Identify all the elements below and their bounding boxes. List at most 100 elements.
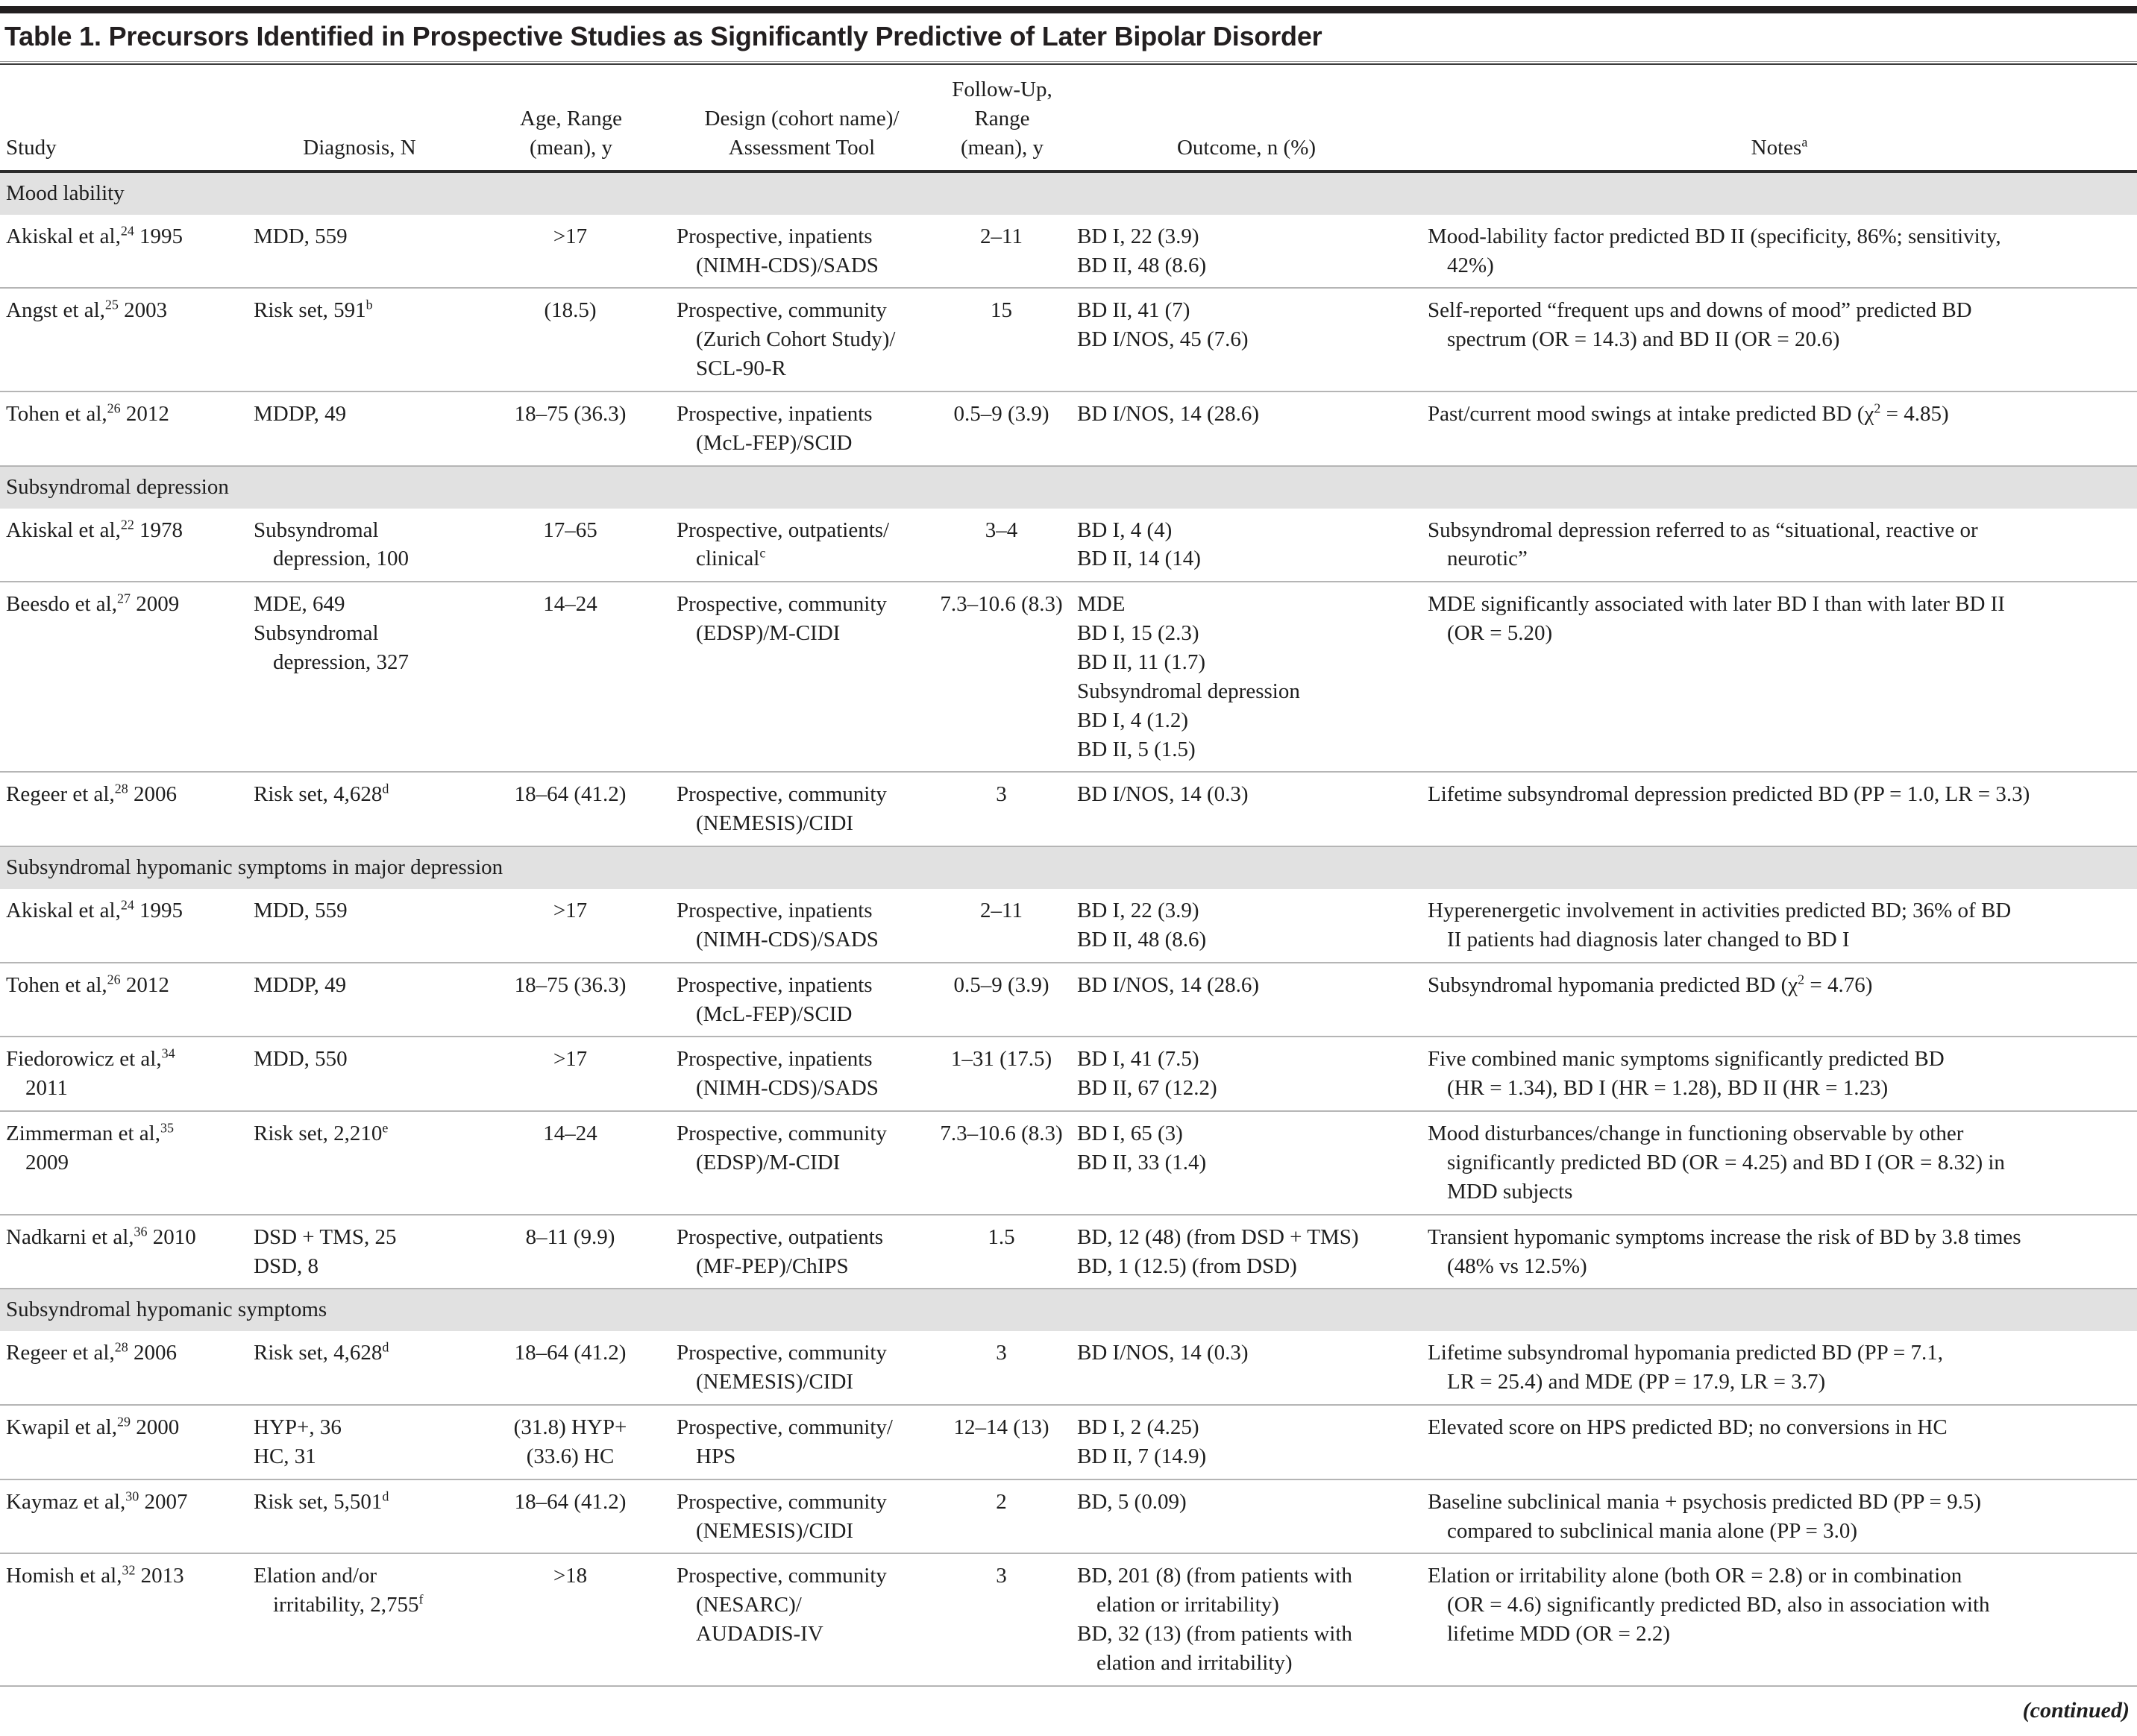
cell-line-group: Prospective, community (EDSP)/M-CIDI (677, 1122, 887, 1175)
cell-line-group: Prospective, inpatients (McL-FEP)/SCID (677, 401, 873, 455)
cell-notes: Self-reported “frequent ups and downs of… (1422, 287, 2137, 391)
cell-diagnosis: MDD, 550 (248, 1036, 471, 1112)
table-title: Table 1. Precursors Identified in Prospe… (4, 21, 1322, 51)
cell-line-group: BD I/NOS, 45 (7.6) (1077, 327, 1249, 352)
cell-line-group: 3 (996, 1341, 1007, 1365)
cell-line-group: BD, 12 (48) (from DSD + TMS) (1077, 1224, 1359, 1249)
cell-line-group: 0.5–9 (3.9) (953, 972, 1049, 997)
cell-study: Beesdo et al,27 2009 (0, 581, 248, 773)
cell-age: 18–75 (36.3) (471, 961, 671, 1037)
cell-notes: Hyperenergetic involvement in activities… (1422, 889, 2137, 963)
cell-study: Akiskal et al,24 1995 (0, 889, 248, 963)
cell-design: Prospective, inpatients (NIMH-CDS)/SADS (671, 1036, 933, 1112)
cell-outcome: BD I/NOS, 14 (0.3) (1071, 1331, 1422, 1405)
table-row: Homish et al,32 2013 Elation and/or irrit… (0, 1553, 2137, 1685)
cell-line-group: Elation and/or irritability, 2,755f (254, 1564, 424, 1617)
continued-label: (continued) (2022, 1697, 2130, 1723)
table-row: Beesdo et al,27 2009 MDE, 649 Subsyndromal… (0, 581, 2137, 773)
cell-line-group: Prospective, community (NEMESIS)/CIDI (677, 1489, 887, 1543)
cell-line-group: Prospective, community (NEMESIS)/CIDI (677, 782, 887, 836)
cell-followup: 0.5–9 (3.9) (933, 961, 1071, 1037)
cell-line-group: Tohen et al,26 2012 (6, 400, 169, 426)
cell-followup: 3–4 (933, 509, 1071, 582)
cell-line-group: Elation or irritability alone (both OR =… (1428, 1564, 1990, 1647)
cell-followup: 12–14 (13) (933, 1404, 1071, 1479)
precursors-table: Study Diagnosis, N Age, Range (mean), y … (0, 66, 2137, 1685)
cell-line-group: Subsyndromal hypomania predicted BD (χ2 … (1428, 972, 1873, 997)
cell-line-group: 14–24 (543, 1122, 597, 1146)
column-header-study: Study (0, 66, 248, 173)
cell-line-group: BD II, 48 (8.6) (1077, 927, 1207, 952)
cell-line-group: Tohen et al,26 2012 (6, 972, 169, 997)
cell-line-group: Prospective, inpatients (NIMH-CDS)/SADS (677, 899, 879, 952)
cell-line-group: Lifetime subsyndromal hypomania predicte… (1428, 1341, 1944, 1394)
cell-line-group: >17 (553, 899, 588, 922)
cell-line-group: (18.5) (544, 298, 597, 323)
column-header-diagnosis: Diagnosis, N (248, 66, 471, 173)
section-row: Subsyndromal depression (0, 465, 2137, 509)
cell-line-group: Prospective, community/ HPS (677, 1415, 893, 1468)
cell-line-group: BD II, 33 (1.4) (1077, 1151, 1207, 1175)
cell-followup: 3 (933, 1553, 1071, 1685)
cell-followup: 2–11 (933, 215, 1071, 289)
cell-line-group: BD I, 15 (2.3) (1077, 621, 1199, 646)
cell-followup: 1.5 (933, 1213, 1071, 1289)
cell-line-group: Self-reported “frequent ups and downs of… (1428, 298, 1972, 352)
cell-study: Nadkarni et al,36 2010 (0, 1213, 248, 1289)
cell-design: Prospective, outpatients (MF-PEP)/ChIPS (671, 1213, 933, 1289)
cell-line-group: MDD, 559 (254, 224, 348, 248)
cell-design: Prospective, community (NEMESIS)/CIDI (671, 1331, 933, 1405)
cell-notes: Mood disturbances/change in functioning … (1422, 1110, 2137, 1215)
cell-study: Regeer et al,28 2006 (0, 771, 248, 847)
column-header-notes: Notesa (1422, 66, 2137, 173)
cell-line-group: Subsyndromal depression, 327 (254, 621, 409, 674)
cell-line-group: Baseline subclinical mania + psychosis p… (1428, 1489, 1982, 1543)
table-row: Regeer et al,28 2006 Risk set, 4,628d 18–6… (0, 771, 2137, 847)
cell-study: Homish et al,32 2013 (0, 1553, 248, 1685)
cell-line-group: BD I, 22 (3.9) (1077, 899, 1199, 922)
header-row: Study Diagnosis, N Age, Range (mean), y … (0, 66, 2137, 173)
cell-diagnosis: Risk set, 2,210e (248, 1110, 471, 1215)
cell-age: 17–65 (471, 509, 671, 582)
cell-diagnosis: Risk set, 591b (248, 287, 471, 391)
cell-line-group: DSD + TMS, 25 (254, 1224, 397, 1249)
cell-notes: Subsyndromal depression referred to as “… (1422, 509, 2137, 582)
cell-outcome: BD I/NOS, 14 (28.6) (1071, 961, 1422, 1037)
cell-line-group: 0.5–9 (3.9) (953, 401, 1049, 426)
cell-line-group: BD II, 67 (12.2) (1077, 1076, 1217, 1101)
cell-line-group: (33.6) HC (526, 1444, 615, 1468)
cell-line-group: Lifetime subsyndromal depression predict… (1428, 782, 2030, 807)
cell-outcome: BD, 12 (48) (from DSD + TMS) BD, 1 (12.5)… (1071, 1213, 1422, 1289)
cell-line-group: 3–4 (985, 518, 1018, 542)
cell-age: 8–11 (9.9) (471, 1213, 671, 1289)
section-label: Mood lability (0, 171, 2137, 215)
cell-line-group: Akiskal et al,24 1995 (6, 223, 183, 248)
cell-followup: 3 (933, 771, 1071, 847)
cell-design: Prospective, inpatients (NIMH-CDS)/SADS (671, 889, 933, 963)
cell-line-group: 18–64 (41.2) (514, 782, 627, 807)
cell-line-group: 2–11 (980, 899, 1023, 922)
cell-line-group: Prospective, inpatients (McL-FEP)/SCID (677, 972, 873, 1026)
section-row: Subsyndromal hypomanic symptoms in major… (0, 846, 2137, 889)
cell-line-group: Subsyndromal depression referred to as “… (1428, 518, 1978, 571)
cell-study: Tohen et al,26 2012 (0, 961, 248, 1037)
cell-line-group: 18–75 (36.3) (514, 401, 627, 426)
cell-line-group: BD II, 48 (8.6) (1077, 253, 1207, 277)
cell-line-group: MDDP, 49 (254, 972, 347, 997)
cell-line-group: Prospective, inpatients (NIMH-CDS)/SADS (677, 1047, 879, 1101)
cell-notes: Transient hypomanic symptoms increase th… (1422, 1213, 2137, 1289)
cell-line-group: Homish et al,32 2013 (6, 1562, 184, 1588)
cell-diagnosis: Subsyndromal depression, 100 (248, 509, 471, 582)
cell-line-group: MDE (1077, 592, 1126, 617)
cell-notes: Mood-lability factor predicted BD II (sp… (1422, 215, 2137, 289)
table-row: Regeer et al,28 2006 Risk set, 4,628d 18–6… (0, 1331, 2137, 1405)
table-body: Mood lability Akiskal et al,24 1995 MDD, 5… (0, 171, 2137, 1685)
cell-outcome: BD I, 41 (7.5) BD II, 67 (12.2) (1071, 1036, 1422, 1112)
cell-line-group: Hyperenergetic involvement in activities… (1428, 899, 2012, 952)
cell-study: Akiskal et al,22 1978 (0, 509, 248, 582)
cell-line-group: BD I, 2 (4.25) (1077, 1415, 1199, 1440)
cell-line-group: 7.3–10.6 (8.3) (940, 1122, 1063, 1146)
cell-age: >18 (471, 1553, 671, 1685)
cell-diagnosis: MDDP, 49 (248, 961, 471, 1037)
cell-line-group: (31.8) HYP+ (513, 1415, 627, 1440)
